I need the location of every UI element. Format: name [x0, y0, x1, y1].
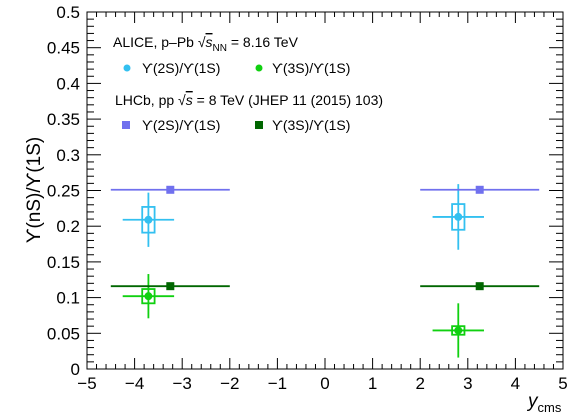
legend-label-lhcb-3s: ϒ(3S)/ϒ(1S)	[272, 117, 350, 133]
data-marks	[110, 184, 540, 358]
y-tick-label: 0.15	[47, 253, 80, 272]
y-tick-label: 0.35	[47, 110, 80, 129]
series-lhcb	[110, 185, 540, 194]
data-point	[454, 212, 463, 221]
sqrt-sign: √	[198, 34, 206, 50]
series-alice	[122, 184, 484, 250]
legend-label-lhcb-2s: ϒ(2S)/ϒ(1S)	[142, 117, 220, 133]
x-axis-title: ycms	[526, 391, 562, 415]
y-tick-label: 0.2	[56, 217, 80, 236]
legend-marker-alice-3s	[255, 64, 263, 72]
y-tick-label: 0.45	[47, 39, 80, 58]
legend-label-alice-3s: ϒ(3S)/ϒ(1S)	[272, 60, 350, 76]
y-tick-label: 0	[71, 360, 80, 379]
x-tick-label: −1	[268, 374, 287, 393]
x-tick-label: −2	[220, 374, 239, 393]
y-tick-label: 0.25	[47, 182, 80, 201]
systematic-box	[141, 206, 156, 234]
x-tick-label: 0	[320, 374, 329, 393]
data-point	[454, 326, 463, 335]
x-tick-label: 4	[511, 374, 520, 393]
data-point	[475, 185, 484, 194]
y-tick-label: 0.05	[47, 324, 80, 343]
series-alice	[122, 274, 484, 358]
legend: ALICE, p–Pb √sNN = 8.16 TeV ϒ(2S)/ϒ(1S) …	[113, 34, 383, 133]
x-tick-labels: −5 −4 −3 −2 −1 0 1 2 3 4 5	[77, 374, 567, 393]
axis-ticks	[86, 11, 564, 370]
x-tick-label: 3	[463, 374, 472, 393]
series-lhcb	[110, 282, 540, 291]
x-tick-label: 5	[558, 374, 567, 393]
data-point	[166, 185, 175, 194]
x-tick-label: 1	[368, 374, 377, 393]
systematic-box	[451, 325, 466, 336]
legend-label-alice-2s: ϒ(2S)/ϒ(1S)	[142, 60, 220, 76]
x-tick-label: −4	[125, 374, 144, 393]
data-point	[144, 292, 153, 301]
y-axis-title: ϒ(nS)/ϒ(1S)	[24, 137, 45, 243]
y-tick-label: 0.3	[56, 146, 80, 165]
legend-marker-lhcb-2s	[122, 121, 130, 129]
data-point	[166, 282, 175, 291]
y-tick-label: 0.4	[56, 74, 80, 93]
systematic-box	[141, 288, 156, 305]
systematic-box	[451, 203, 466, 231]
data-point	[144, 215, 153, 224]
legend-marker-lhcb-3s	[255, 121, 263, 129]
legend-marker-alice-2s	[123, 64, 131, 72]
sqrt-sign: √	[178, 92, 186, 108]
y-tick-label: 0.1	[56, 289, 80, 308]
data-point	[475, 282, 484, 291]
legend-header-alice: ALICE, p–Pb √sNN = 8.16 TeV	[113, 34, 299, 54]
legend-header-lhcb: LHCb, pp √s = 8 TeV (JHEP 11 (2015) 103)	[115, 92, 383, 108]
x-tick-label: −3	[173, 374, 192, 393]
y-tick-labels: 0 0.05 0.1 0.15 0.2 0.25 0.3 0.35 0.4 0.45 0.5	[47, 3, 80, 379]
x-tick-label: 2	[415, 374, 424, 393]
x-tick-label: −5	[77, 374, 96, 393]
y-tick-label: 0.5	[56, 3, 80, 22]
